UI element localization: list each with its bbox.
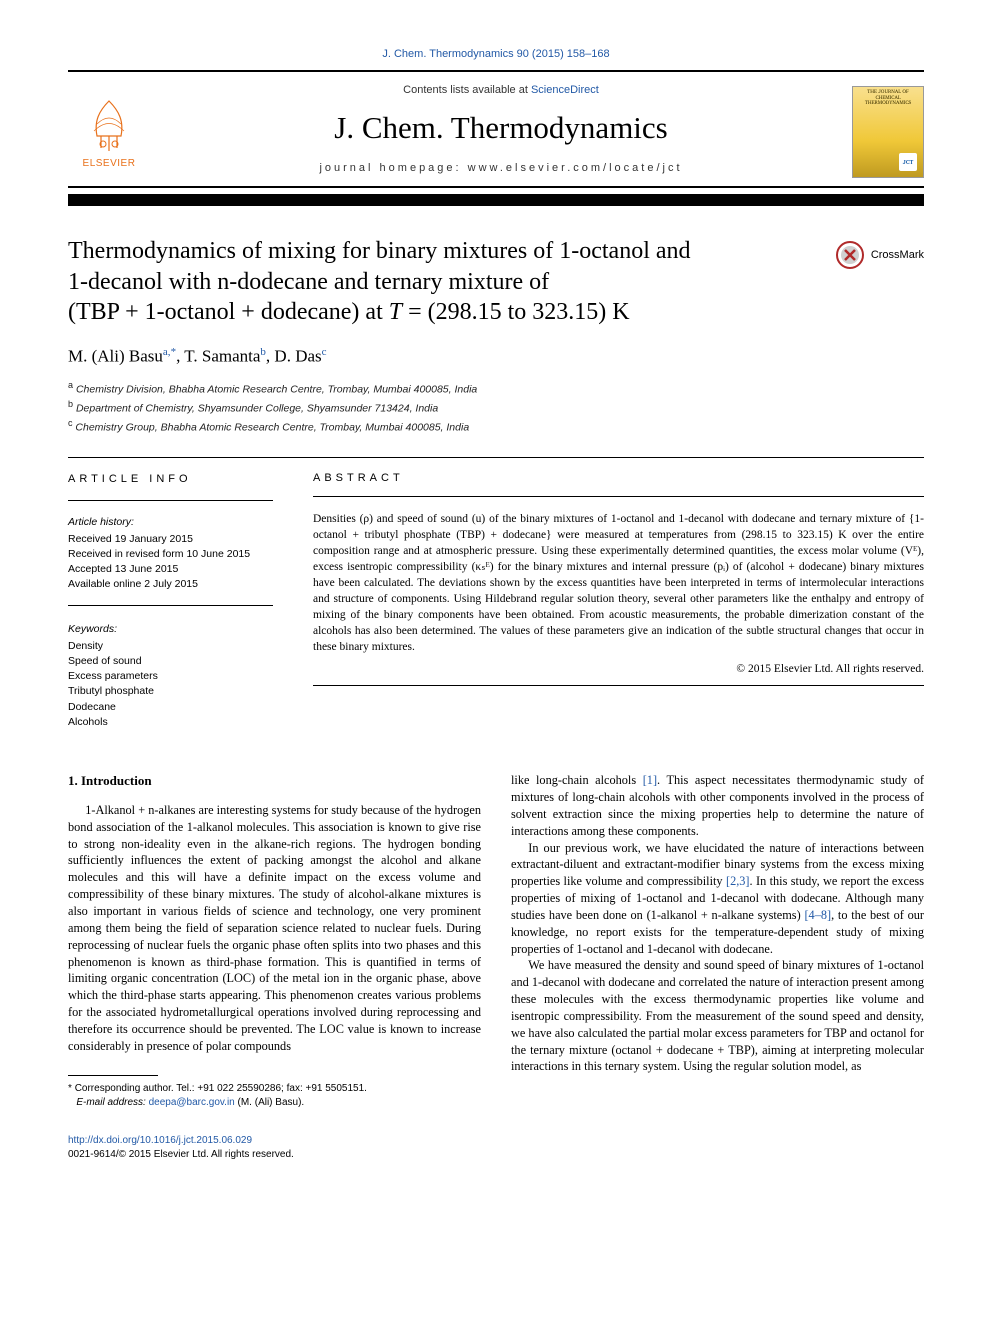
title-T-italic: T	[389, 299, 402, 325]
author-3-affil: c	[322, 346, 327, 358]
ref-1[interactable]: [1]	[643, 773, 657, 787]
footnote-email-link[interactable]: deepa@barc.gov.in	[149, 1097, 235, 1108]
affiliation-b: Department of Chemistry, Shyamsunder Col…	[76, 403, 438, 415]
masthead: ELSEVIER Contents lists available at Sci…	[68, 70, 924, 188]
keyword-1: Density	[68, 639, 273, 654]
affiliation-c: Chemistry Group, Bhabha Atomic Research …	[75, 422, 469, 434]
body-column-left: 1. Introduction 1-Alkanol + n-alkanes ar…	[68, 772, 481, 1109]
history-online: Available online 2 July 2015	[68, 577, 273, 592]
keyword-6: Alcohols	[68, 715, 273, 730]
article-history-heading: Article history:	[68, 515, 273, 530]
body-column-right: like long-chain alcohols [1]. This aspec…	[511, 772, 924, 1109]
top-citation: J. Chem. Thermodynamics 90 (2015) 158–16…	[68, 48, 924, 60]
doi-link[interactable]: http://dx.doi.org/10.1016/j.jct.2015.06.…	[68, 1135, 252, 1146]
ref-2-3[interactable]: [2,3]	[726, 874, 750, 888]
crossmark-badge[interactable]: CrossMark	[835, 240, 924, 270]
section-1-heading: 1. Introduction	[68, 772, 481, 790]
author-3: , D. Das	[266, 347, 322, 366]
author-2: , T. Samanta	[176, 347, 260, 366]
elsevier-logo[interactable]: ELSEVIER	[68, 87, 150, 177]
footnote-line1: Corresponding author. Tel.: +91 022 2559…	[75, 1083, 367, 1094]
abstract-bottom-rule	[313, 685, 924, 686]
affiliations: a Chemistry Division, Bhabha Atomic Rese…	[68, 379, 924, 437]
keywords-heading: Keywords:	[68, 622, 273, 637]
article-info-heading: ARTICLE INFO	[68, 472, 273, 488]
col2-para1: like long-chain alcohols [1]. This aspec…	[511, 772, 924, 839]
history-revised: Received in revised form 10 June 2015	[68, 547, 273, 562]
history-accepted: Accepted 13 June 2015	[68, 562, 273, 577]
elsevier-tree-icon	[79, 96, 139, 156]
sciencedirect-link[interactable]: ScienceDirect	[531, 84, 599, 96]
article-title: Thermodynamics of mixing for binary mixt…	[68, 236, 815, 328]
journal-title: J. Chem. Thermodynamics	[150, 110, 852, 146]
authors-line: M. (Ali) Basua,*, T. Samantab, D. Dasc	[68, 346, 924, 367]
issn-copyright: 0021-9614/© 2015 Elsevier Ltd. All right…	[68, 1149, 294, 1160]
keyword-2: Speed of sound	[68, 654, 273, 669]
body-columns: 1. Introduction 1-Alkanol + n-alkanes ar…	[68, 772, 924, 1109]
keyword-3: Excess parameters	[68, 669, 273, 684]
elsevier-wordmark: ELSEVIER	[83, 158, 136, 169]
footnote-email-label: E-mail address:	[76, 1097, 145, 1108]
abstract-text: Densities (ρ) and speed of sound (u) of …	[313, 511, 924, 656]
meta-top-rule	[68, 457, 924, 458]
article-info-column: ARTICLE INFO Article history: Received 1…	[68, 472, 273, 747]
crossmark-icon	[835, 240, 865, 270]
abstract-column: ABSTRACT Densities (ρ) and speed of soun…	[313, 472, 924, 747]
footnote-rule	[68, 1075, 158, 1076]
title-line3-post: = (298.15 to 323.15) K	[402, 299, 630, 325]
contents-available-line: Contents lists available at ScienceDirec…	[150, 84, 852, 96]
abstract-rule	[313, 496, 924, 497]
abstract-copyright: © 2015 Elsevier Ltd. All rights reserved…	[313, 663, 924, 675]
footnote-email-suffix: (M. (Ali) Basu).	[238, 1097, 305, 1108]
author-1-affil: a,	[163, 346, 171, 358]
col2-p1a: like long-chain alcohols	[511, 773, 643, 787]
affiliation-a: Chemistry Division, Bhabha Atomic Resear…	[76, 383, 477, 395]
col2-para2: In our previous work, we have elucidated…	[511, 840, 924, 958]
crossmark-label: CrossMark	[871, 249, 924, 261]
masthead-thick-rule	[68, 194, 924, 206]
abstract-heading: ABSTRACT	[313, 472, 924, 484]
history-received: Received 19 January 2015	[68, 532, 273, 547]
page-footer: http://dx.doi.org/10.1016/j.jct.2015.06.…	[68, 1134, 924, 1162]
journal-homepage: journal homepage: www.elsevier.com/locat…	[150, 162, 852, 174]
footnote-asterisk: *	[68, 1083, 72, 1094]
keyword-4: Tributyl phosphate	[68, 684, 273, 699]
corresponding-footnote: * Corresponding author. Tel.: +91 022 25…	[68, 1082, 481, 1110]
col1-para1: 1-Alkanol + n-alkanes are interesting sy…	[68, 802, 481, 1055]
ref-4-8[interactable]: [4–8]	[804, 908, 831, 922]
contents-prefix: Contents lists available at	[403, 84, 531, 96]
cover-badge: JCT	[899, 153, 917, 171]
keyword-5: Dodecane	[68, 700, 273, 715]
title-line3-pre: (TBP + 1-octanol + dodecane) at	[68, 299, 389, 325]
title-line2: 1-decanol with n-dodecane and ternary mi…	[68, 269, 549, 295]
journal-cover-thumbnail[interactable]: THE JOURNAL OF CHEMICAL THERMODYNAMICS J…	[852, 86, 924, 178]
title-line1: Thermodynamics of mixing for binary mixt…	[68, 238, 691, 264]
author-1: M. (Ali) Basu	[68, 347, 163, 366]
article-info-rule	[68, 500, 273, 501]
col2-para3: We have measured the density and sound s…	[511, 957, 924, 1075]
cover-title-text: THE JOURNAL OF CHEMICAL THERMODYNAMICS	[853, 87, 923, 110]
